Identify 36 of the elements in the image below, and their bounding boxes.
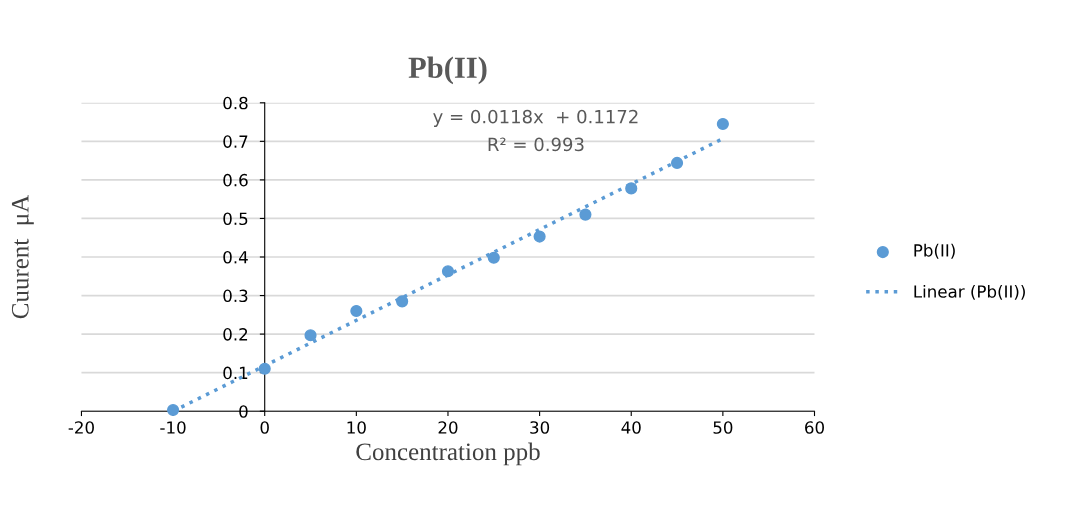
x-tick-label: 20 <box>438 421 458 434</box>
chart-title: Pb(II) <box>408 56 487 85</box>
y-axis-title: Cuurent μA <box>11 194 34 319</box>
x-tick-label: 40 <box>621 421 641 434</box>
point <box>396 295 409 308</box>
point <box>167 403 180 417</box>
point <box>716 117 729 131</box>
annotation: R² = 0.993 <box>488 137 584 152</box>
point <box>487 251 500 264</box>
x-tick-label: 30 <box>530 421 550 434</box>
annotation: y = 0.0118x + 0.1172 <box>433 109 638 127</box>
y-tick-label: 0.6 <box>223 173 248 187</box>
point <box>304 329 317 342</box>
y-tick-label: 0.7 <box>223 135 248 148</box>
legend-label: Linear (Pb(II)) <box>914 284 1025 300</box>
point <box>533 230 546 243</box>
y-tick-label: 0.2 <box>223 328 248 341</box>
point <box>579 208 592 221</box>
x-axis-title: Concentration ppb <box>356 442 540 466</box>
point <box>441 265 455 278</box>
point <box>625 182 638 195</box>
point <box>670 156 684 170</box>
point <box>258 362 271 375</box>
y-tick-label: 0.8 <box>223 96 248 110</box>
x-tick-label: 0 <box>260 421 269 434</box>
x-tick-label: 60 <box>805 421 824 434</box>
y-tick-label: 0.1 <box>223 366 248 380</box>
x-tick-label: 10 <box>347 421 366 434</box>
legend-label: Pb(II) <box>914 243 955 259</box>
y-tick-label: 0.5 <box>223 212 248 226</box>
y-tick-label: 0.3 <box>223 289 248 303</box>
x-tick-label: 50 <box>713 421 733 434</box>
point <box>350 304 363 318</box>
x-tick-label: -20 <box>68 421 94 434</box>
y-tick-label: 0.4 <box>223 250 248 264</box>
x-tick-label: -10 <box>160 421 186 434</box>
